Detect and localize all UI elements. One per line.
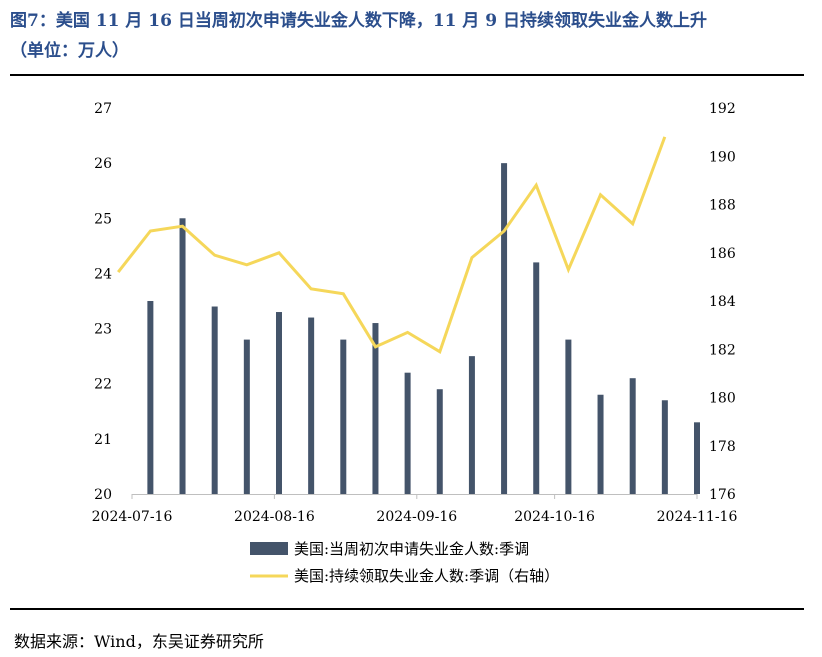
bar-mark <box>565 339 572 494</box>
left-y-tick-label: 24 <box>94 266 112 282</box>
right-y-tick-label: 188 <box>709 198 736 214</box>
left-y-axis-ticks: 20 21 22 23 24 25 26 27 <box>94 101 112 503</box>
x-tick-label: 2024-07-16 <box>92 509 173 525</box>
left-y-tick-label: 22 <box>94 377 112 393</box>
bar-mark <box>340 339 347 494</box>
legend-label-bar: 美国:当周初次申请失业金人数:季调 <box>294 540 529 558</box>
bottom-rule <box>10 608 804 610</box>
bar-series <box>147 163 700 495</box>
figure-title: 图7：美国 11 月 16 日当周初次申请失业金人数下降，11 月 9 日持续领… <box>10 6 810 66</box>
figure-title-line2: （单位：万人） <box>10 41 129 61</box>
legend-swatch-bar <box>250 542 288 555</box>
left-y-tick-label: 21 <box>94 432 112 448</box>
x-tick-label: 2024-09-16 <box>376 509 457 525</box>
bar-mark <box>694 422 700 494</box>
left-y-tick-label: 27 <box>94 101 112 117</box>
x-tick-label: 2024-08-16 <box>234 509 315 525</box>
right-y-tick-label: 190 <box>709 149 736 165</box>
x-tick-marks <box>131 494 698 499</box>
right-y-tick-label: 178 <box>709 439 736 455</box>
x-tick-label: 2024-10-16 <box>514 509 595 525</box>
x-axis-ticks: 2024-07-16 2024-08-16 2024-09-16 2024-10-16… <box>92 509 738 525</box>
bar-mark <box>308 317 315 494</box>
right-y-axis-ticks: 176 178 180 182 184 186 188 190 192 <box>709 101 736 503</box>
right-y-tick-label: 176 <box>709 487 736 503</box>
figure-title-line1: 图7：美国 11 月 16 日当周初次申请失业金人数下降，11 月 9 日持续领… <box>10 11 708 31</box>
bar-mark <box>404 372 411 494</box>
right-y-tick-label: 180 <box>709 391 736 407</box>
source-note: 数据来源：Wind，东吴证券研究所 <box>14 632 264 651</box>
bar-mark <box>468 356 475 494</box>
legend-label-line: 美国:持续领取失业金人数:季调（右轴） <box>294 567 559 585</box>
left-y-tick-label: 23 <box>94 322 112 338</box>
left-y-tick-label: 26 <box>94 156 112 172</box>
top-rule <box>10 74 804 76</box>
bar-mark <box>501 163 508 494</box>
left-y-tick-label: 25 <box>94 211 112 227</box>
line-series-path <box>117 136 667 354</box>
right-y-tick-label: 192 <box>709 101 736 117</box>
bar-mark <box>436 389 443 494</box>
right-y-tick-label: 184 <box>709 294 736 310</box>
bar-mark <box>661 400 668 494</box>
bar-mark <box>372 323 379 494</box>
bar-mark <box>243 339 250 494</box>
bar-mark <box>147 301 154 494</box>
bar-mark <box>179 218 186 495</box>
bar-mark <box>597 394 604 494</box>
bar-mark <box>629 378 636 494</box>
left-y-tick-label: 20 <box>94 487 112 503</box>
bar-mark <box>275 312 282 494</box>
line-series <box>117 136 667 354</box>
bar-mark <box>533 262 540 494</box>
x-tick-label: 2024-11-16 <box>657 509 738 525</box>
right-y-tick-label: 182 <box>709 342 736 358</box>
bar-mark <box>211 306 218 494</box>
right-y-tick-label: 186 <box>709 246 736 262</box>
